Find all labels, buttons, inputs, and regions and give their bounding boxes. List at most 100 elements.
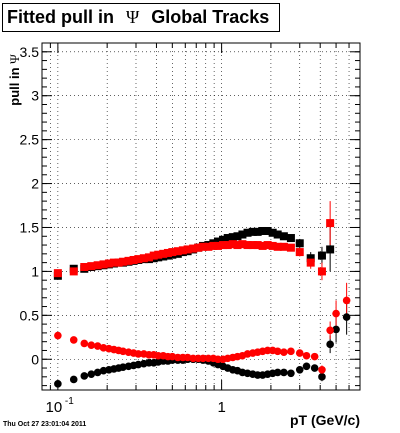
data-point-circle <box>295 365 304 374</box>
data-point-square <box>295 239 304 248</box>
data-point-square <box>134 255 143 264</box>
data-point-circle <box>199 354 207 363</box>
y-axis-label-psi: Ψ <box>7 54 22 64</box>
data-point-square <box>238 230 247 239</box>
data-point-circle <box>93 342 102 350</box>
data-point-square <box>326 219 335 228</box>
data-point-square <box>194 243 203 252</box>
data-point-square <box>268 228 277 237</box>
data-point-square <box>124 256 133 265</box>
x-tick-label: 1 <box>217 399 225 416</box>
data-point-circle <box>280 348 288 357</box>
data-point-square <box>233 232 242 241</box>
data-point-square <box>263 226 272 235</box>
footer-timestamp: Thu Oct 27 23:01:04 2011 <box>3 421 87 428</box>
data-point-square <box>258 226 267 235</box>
data-point-square <box>233 241 242 250</box>
chart-title: Fitted pull in Ψ Global Tracks <box>2 3 280 32</box>
data-point-square <box>243 228 252 237</box>
x-tick-label-exponent: -1 <box>65 396 74 407</box>
y-tick-label: 1.5 <box>20 219 40 235</box>
data-point-circle <box>342 313 351 321</box>
data-point-square <box>228 240 237 249</box>
data-point-square <box>243 241 252 250</box>
data-point-square <box>159 249 168 258</box>
data-point-square <box>209 241 218 250</box>
data-point-circle <box>295 349 304 357</box>
data-point-square <box>253 241 262 250</box>
data-point-square <box>306 258 315 267</box>
data-point-circle <box>69 375 78 384</box>
data-point-square <box>273 242 282 251</box>
y-axis-label-prefix: pull in <box>7 67 22 106</box>
data-point-square <box>306 254 315 263</box>
data-point-circle <box>93 368 102 377</box>
title-suffix: Global Tracks <box>151 7 270 27</box>
data-point-circle <box>87 341 96 349</box>
data-point-circle <box>332 325 340 334</box>
data-point-square <box>173 247 182 256</box>
x-tick-label: 10 <box>46 399 63 416</box>
data-point-square <box>286 234 295 243</box>
data-point-square <box>279 232 288 241</box>
data-point-square <box>53 269 62 278</box>
data-point-square <box>69 267 78 276</box>
data-point-circle <box>87 370 96 378</box>
y-tick-label: 0 <box>31 351 39 367</box>
axis-ticks <box>41 43 361 390</box>
data-point-square <box>268 241 277 250</box>
data-point-square <box>109 258 118 267</box>
data-point-square <box>317 251 326 260</box>
data-point-square <box>99 260 108 269</box>
data-point-circle <box>342 296 351 305</box>
data-point-square <box>286 243 295 252</box>
data-point-square <box>183 245 192 254</box>
data-point-circle <box>302 351 311 360</box>
data-point-square <box>119 257 128 266</box>
data-point-square <box>104 259 113 268</box>
data-point-square <box>228 233 237 242</box>
data-point-circle <box>310 352 319 361</box>
data-point-circle <box>273 347 282 356</box>
y-tick-label: 3 <box>31 88 39 104</box>
data-point-square <box>273 230 282 239</box>
axis-tick-labels: 0 0.5 1 1.5 2 2.5 3 3.5 10 -1 1 <box>20 44 226 416</box>
data-point-square <box>199 242 208 251</box>
data-point-circle <box>332 309 340 318</box>
data-point-circle <box>287 369 295 378</box>
data-point-square <box>317 267 326 276</box>
data-point-square <box>326 245 335 254</box>
data-point-square <box>154 250 163 259</box>
data-markers <box>53 219 351 388</box>
data-point-square <box>213 241 222 250</box>
data-point-square <box>204 242 213 251</box>
title-psi-symbol: Ψ <box>125 7 140 27</box>
data-point-square <box>295 248 304 257</box>
y-tick-label: 3.5 <box>20 44 40 60</box>
data-point-circle <box>69 336 78 344</box>
data-point-square <box>87 262 96 271</box>
data-point-square <box>258 241 267 250</box>
data-point-square <box>93 261 102 270</box>
data-point-square <box>248 241 257 250</box>
data-point-circle <box>280 368 288 377</box>
data-point-circle <box>54 380 62 388</box>
data-point-square <box>129 255 138 264</box>
data-point-circle <box>80 372 89 380</box>
data-point-circle <box>134 350 143 358</box>
data-point-square <box>144 253 153 262</box>
data-point-circle <box>302 362 311 371</box>
x-axis-label: pT (GeV/c) <box>289 412 360 428</box>
data-point-circle <box>273 368 282 377</box>
data-point-circle <box>287 347 295 356</box>
data-point-square <box>223 234 232 243</box>
data-point-circle <box>54 331 62 340</box>
data-point-square <box>139 254 148 263</box>
y-tick-label: 0.5 <box>20 307 40 323</box>
data-point-square <box>114 258 123 267</box>
data-point-square <box>238 240 247 249</box>
data-point-square <box>163 248 172 257</box>
data-point-circle <box>80 339 89 348</box>
data-point-square <box>168 248 177 257</box>
